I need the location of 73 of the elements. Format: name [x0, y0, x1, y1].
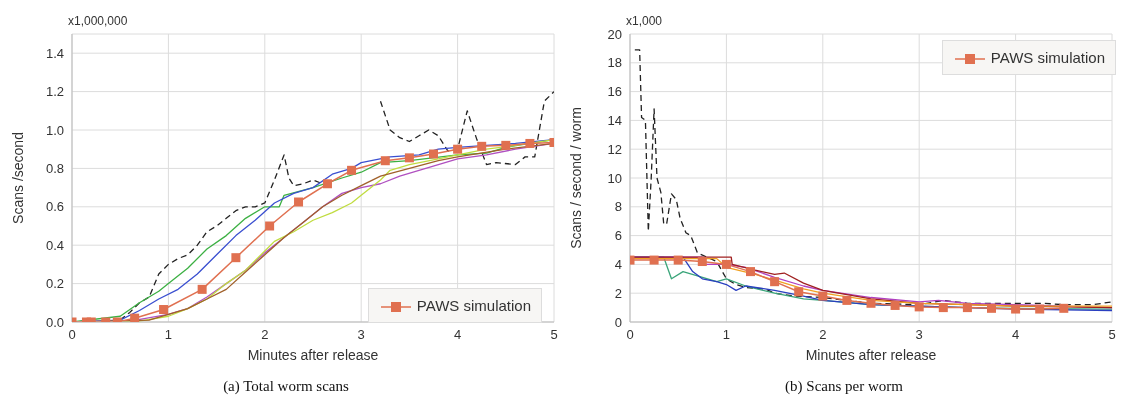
point: [130, 313, 140, 322]
point: [404, 153, 414, 163]
point: [453, 144, 463, 154]
legend-label: PAWS simulation: [415, 296, 531, 314]
point: [429, 149, 438, 159]
point: [794, 287, 804, 297]
point: [197, 284, 207, 294]
y-tick-label: 0.4: [45, 237, 64, 253]
y-axis-title: Scans /second: [9, 132, 26, 224]
text: (a) Total worm scans: [222, 378, 350, 395]
point: [987, 303, 996, 313]
x-tick-label: 1: [164, 327, 173, 343]
text: x1,000,000: [68, 14, 128, 28]
point: [525, 138, 535, 148]
point: [770, 277, 780, 287]
point: [1035, 304, 1045, 314]
point: [818, 291, 828, 301]
point: [265, 221, 275, 231]
y-tick-label: 1.2: [45, 84, 64, 100]
x-tick-label: 1: [722, 327, 731, 343]
point: [962, 303, 972, 313]
point: [697, 257, 707, 267]
y-tick-label: 4: [614, 257, 622, 273]
y-tick-label: 8: [614, 199, 622, 215]
point: [842, 295, 852, 305]
point: [380, 156, 390, 166]
point: [938, 303, 948, 313]
y-tick-label: 0.8: [45, 161, 64, 177]
y-tick-label: 20: [607, 26, 622, 42]
y-tick-label: 16: [607, 84, 622, 100]
point: [746, 267, 755, 277]
point: [1011, 304, 1021, 314]
x-tick-label: 0: [626, 327, 634, 343]
y-tick-label: 10: [607, 170, 622, 186]
y-tick-label: 14: [607, 113, 622, 129]
y-tick-label: 0: [614, 314, 622, 330]
y-tick-label: 6: [614, 228, 622, 244]
point: [914, 302, 924, 312]
x-tick-label: 2: [819, 327, 827, 343]
x-axis-title: Minutes after release: [247, 347, 379, 363]
point: [866, 298, 876, 308]
x-tick-label: 5: [1108, 327, 1116, 343]
x-tick-label: 2: [261, 327, 269, 343]
x-tick-label: 5: [550, 327, 558, 343]
legend-label: PAWS simulation: [989, 49, 1105, 67]
x-axis-title: Minutes after release: [805, 347, 937, 363]
point: [890, 300, 900, 310]
y-tick-label: 1.0: [45, 122, 64, 138]
text: (b) Scans per worm: [784, 378, 904, 395]
point: [673, 255, 683, 265]
y-axis-title: Scans / second / worm: [567, 107, 584, 249]
x-tick-label: 3: [915, 327, 923, 343]
point: [347, 165, 357, 175]
y-tick-label: 0.0: [45, 314, 64, 330]
y-tick-label: 12: [607, 141, 622, 157]
x-tick-label: 3: [357, 327, 365, 343]
y-tick-label: 0.6: [45, 199, 64, 215]
x-tick-label: 4: [1011, 327, 1020, 343]
point: [322, 179, 332, 189]
y-tick-label: 1.4: [45, 45, 64, 61]
y-tick-label: 0.2: [45, 276, 64, 292]
x-tick-label: 4: [453, 327, 462, 343]
point: [501, 140, 511, 150]
point: [649, 255, 659, 265]
y-tick-label: 18: [607, 55, 622, 71]
point: [1059, 303, 1069, 313]
y-tick-label: 2: [614, 285, 622, 301]
point: [721, 259, 731, 269]
x-tick-label: 0: [68, 327, 76, 343]
point: [477, 141, 487, 151]
point: [231, 253, 241, 263]
point: [294, 197, 304, 207]
text: x1,000: [626, 14, 663, 28]
